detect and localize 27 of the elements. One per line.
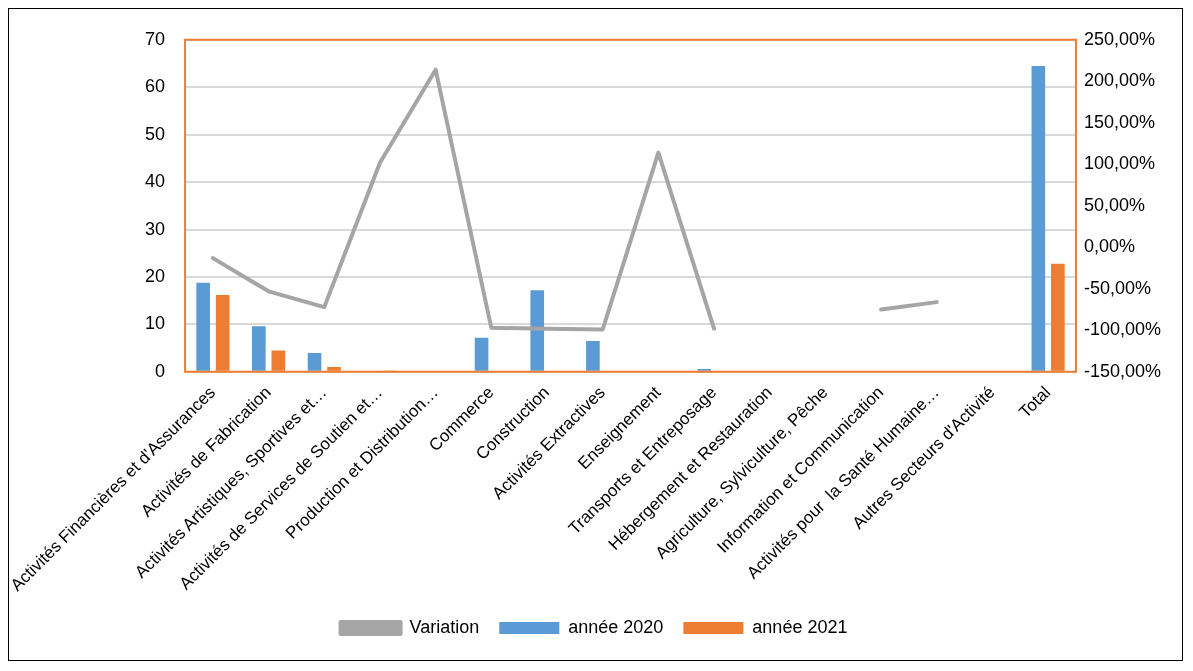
legend-label: année 2020 xyxy=(568,616,664,637)
bar xyxy=(252,326,266,371)
bar xyxy=(530,290,545,371)
bar xyxy=(586,341,600,371)
y-tick-label: 40 xyxy=(145,171,166,192)
y2-tick-label: 0,00% xyxy=(1083,236,1135,257)
y-tick-label: 60 xyxy=(145,76,166,97)
y2-tick-label: -100,00% xyxy=(1083,319,1162,340)
y-tick-label: 70 xyxy=(145,28,166,49)
y2-tick-label: 250,00% xyxy=(1083,28,1156,49)
y-tick-label: 30 xyxy=(145,218,166,239)
y2-tick-label: 150,00% xyxy=(1083,111,1156,132)
y2-tick-label: -50,00% xyxy=(1083,277,1151,298)
legend-label: année 2021 xyxy=(752,616,848,637)
y2-tick-label: 200,00% xyxy=(1083,70,1156,91)
y2-tick-label: 50,00% xyxy=(1083,194,1146,215)
y-tick-label: 0 xyxy=(155,360,166,381)
bar xyxy=(474,337,489,371)
y-tick-label: 50 xyxy=(145,123,166,144)
y2-tick-label: -150,00% xyxy=(1083,360,1162,381)
bar xyxy=(1031,65,1046,371)
bar xyxy=(196,282,210,371)
y-tick-label: 10 xyxy=(145,313,166,334)
y2-tick-label: 100,00% xyxy=(1083,153,1156,174)
y-tick-label: 20 xyxy=(145,265,166,286)
bar xyxy=(307,352,322,371)
legend-label: Variation xyxy=(409,616,480,637)
